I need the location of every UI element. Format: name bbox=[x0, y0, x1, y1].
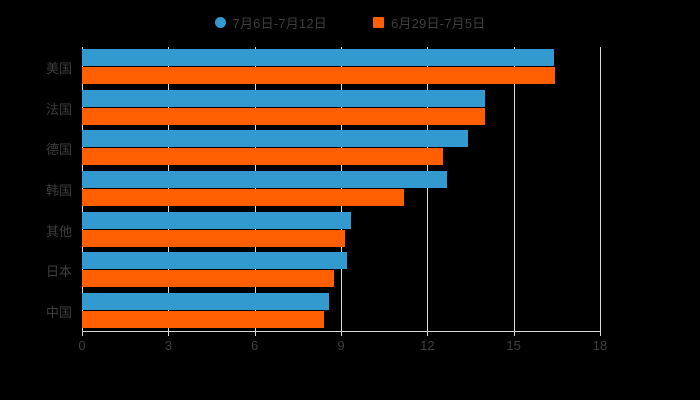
bar-group-4 bbox=[82, 209, 600, 250]
x-tick-label-2: 6 bbox=[251, 338, 259, 353]
bar-group-3 bbox=[82, 169, 600, 210]
gridline-18 bbox=[600, 47, 601, 331]
bar-0-6[interactable] bbox=[82, 292, 330, 310]
y-axis-label-3: 韩国 bbox=[45, 183, 72, 198]
x-tick-mark-12 bbox=[427, 331, 429, 336]
bar-group-5 bbox=[82, 250, 600, 291]
bar-group-6 bbox=[82, 290, 600, 331]
y-axis-label-0: 美国 bbox=[45, 61, 72, 77]
x-tick-mark-0 bbox=[82, 331, 83, 336]
x-tick-mark-6 bbox=[254, 331, 256, 336]
gridline-12 bbox=[427, 47, 429, 331]
bar-0-3[interactable] bbox=[82, 170, 448, 188]
bar-0-2[interactable] bbox=[82, 130, 468, 148]
x-tick-mark-3 bbox=[168, 331, 170, 336]
legend-entry-1[interactable]: 6月29日-7月5日 bbox=[373, 13, 485, 32]
x-tick-label-0: 0 bbox=[78, 338, 86, 353]
bar-1-2[interactable] bbox=[82, 148, 444, 166]
bar-1-1[interactable] bbox=[82, 107, 485, 125]
bar-1-6[interactable] bbox=[82, 310, 324, 328]
bar-1-5[interactable] bbox=[82, 270, 334, 288]
y-axis-label-2: 德国 bbox=[45, 142, 72, 158]
x-tick-mark-15 bbox=[513, 331, 515, 336]
x-tick-mark-9 bbox=[341, 331, 342, 336]
x-tick-label-6: 18 bbox=[592, 338, 608, 353]
bar-group-1 bbox=[82, 88, 600, 129]
y-axis-label-1: 法国 bbox=[45, 101, 72, 117]
x-tick-label-1: 3 bbox=[164, 338, 172, 353]
x-tick-mark-18 bbox=[600, 331, 601, 336]
y-axis-label-4: 其他 bbox=[45, 223, 72, 239]
x-tick-label-4: 12 bbox=[420, 338, 435, 353]
bar-0-4[interactable] bbox=[82, 211, 352, 229]
legend-label: 6月29日-7月5日 bbox=[391, 15, 486, 31]
bar-0-5[interactable] bbox=[82, 252, 347, 270]
legend-entry-0[interactable]: 7月6日-7月12日 bbox=[214, 13, 327, 32]
bar-1-3[interactable] bbox=[82, 188, 405, 206]
chart-legend: 7月6日-7月12日 6月29日-7月5日 bbox=[0, 10, 700, 34]
bar-group-0 bbox=[82, 47, 600, 88]
legend-swatch-circle-icon bbox=[214, 16, 226, 28]
bar-1-4[interactable] bbox=[82, 229, 346, 247]
legend-swatch-square-icon bbox=[373, 16, 384, 28]
y-axis-label-6: 中国 bbox=[45, 304, 72, 320]
y-axis-label-5: 日本 bbox=[45, 264, 72, 280]
bar-0-0[interactable] bbox=[82, 49, 554, 67]
gridline-15 bbox=[513, 47, 515, 331]
bar-1-0[interactable] bbox=[82, 67, 556, 85]
bar-group-2 bbox=[82, 128, 600, 169]
bar-0-1[interactable] bbox=[82, 89, 485, 107]
x-tick-label-5: 15 bbox=[506, 338, 521, 353]
plot-area bbox=[82, 47, 601, 331]
x-tick-label-3: 9 bbox=[337, 338, 345, 353]
legend-label: 7月6日-7月12日 bbox=[232, 15, 327, 31]
